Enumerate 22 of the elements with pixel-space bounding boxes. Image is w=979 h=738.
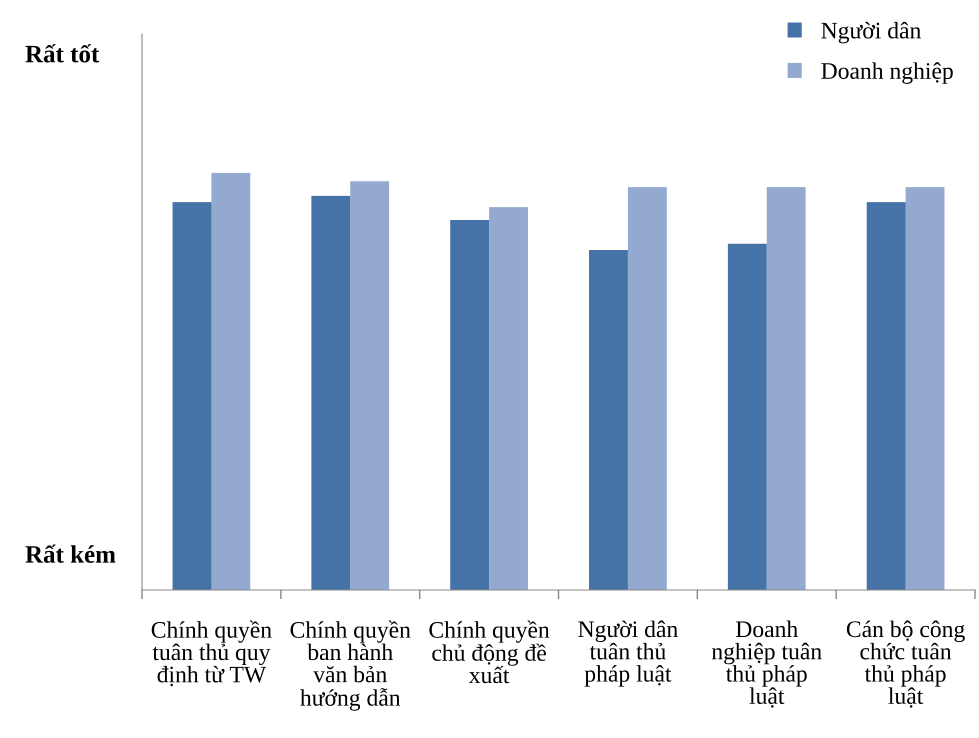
legend-label: Doanh nghiệp — [821, 62, 953, 84]
x-tick-label: Người dân tuân thủ pháp luật — [578, 620, 678, 687]
bar — [628, 187, 667, 590]
x-tick-label: Cán bộ công chức tuân thủ pháp luật — [846, 620, 965, 708]
bar — [589, 250, 628, 590]
bar — [866, 202, 906, 590]
x-tick-label: Chính quyền ban hành văn bản hướng dẫn — [290, 620, 411, 711]
bar — [350, 181, 390, 590]
bar — [172, 202, 212, 590]
bar — [766, 187, 806, 590]
x-tick-label: Doanh nghiệp tuân thủ pháp luật — [712, 620, 822, 708]
bar — [728, 244, 767, 590]
text: Rất tốt — [25, 44, 100, 62]
bar — [211, 172, 250, 590]
bar — [489, 207, 528, 590]
text: Rất kém — [25, 544, 116, 563]
bar — [311, 196, 350, 590]
x-tick-label: Chính quyền tuân thủ quy định từ TW — [152, 620, 272, 686]
bar — [906, 187, 944, 590]
x-tick-label: Chính quyền chủ động đề xuất — [429, 620, 550, 684]
bar — [450, 220, 490, 590]
legend-label: Người dân — [821, 22, 921, 44]
